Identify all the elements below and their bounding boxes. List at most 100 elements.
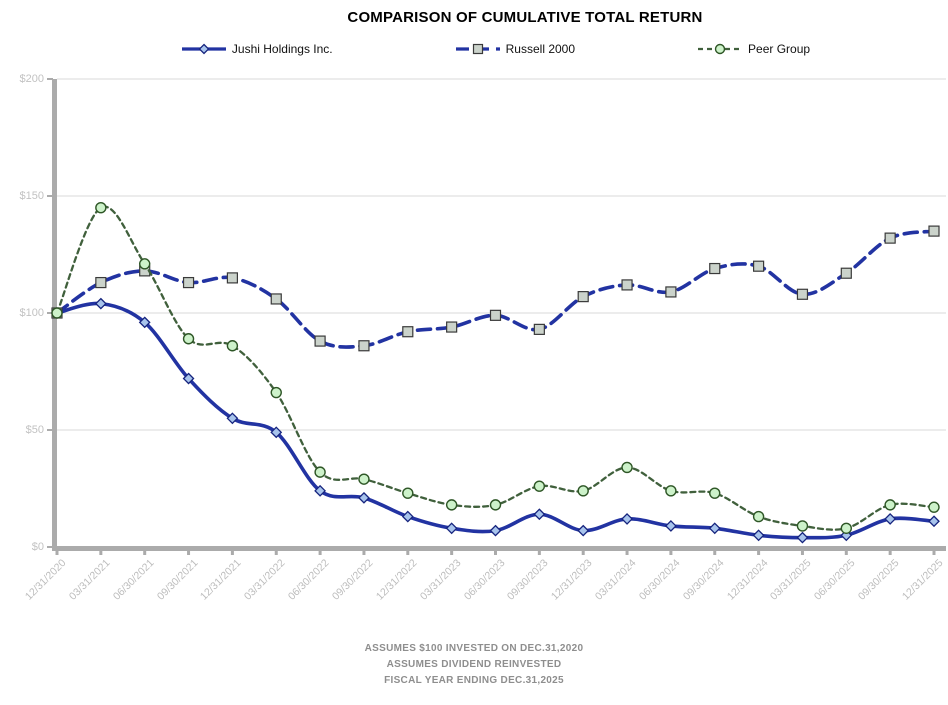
- diamond-marker: [445, 522, 458, 535]
- square-marker: [709, 262, 721, 275]
- circle-marker: [928, 501, 940, 513]
- diamond-marker: [621, 513, 633, 525]
- x-tick: [537, 551, 541, 555]
- x-tick: [581, 551, 585, 555]
- x-tick: [55, 551, 59, 555]
- x-tick: [757, 551, 761, 555]
- square-marker: [752, 260, 765, 272]
- x-tick: [625, 551, 629, 555]
- diamond-marker: [226, 412, 239, 425]
- x-tick: [274, 551, 278, 555]
- square-marker: [226, 272, 238, 284]
- diamond-marker: [752, 529, 765, 542]
- circle-marker: [796, 520, 809, 532]
- legend-label-jushi: Jushi Holdings Inc.: [231, 42, 333, 56]
- diamond-marker: [94, 297, 107, 310]
- square-marker: [577, 291, 589, 303]
- x-tick: [362, 551, 366, 555]
- x-tick: [230, 551, 234, 555]
- footnote-line-2: ASSUMES DIVIDEND REINVESTED: [386, 659, 562, 670]
- diamond-marker: [884, 513, 897, 525]
- jushi-line-diamond-legend-icon: [181, 43, 226, 55]
- circle-marker: [138, 258, 151, 270]
- diamond-marker: [270, 426, 283, 439]
- diamond-marker: [928, 515, 940, 528]
- circle-marker: [665, 485, 677, 497]
- diamond-marker: [533, 508, 546, 521]
- x-tick: [318, 551, 322, 555]
- x-tick: [450, 551, 454, 555]
- x-tick: [406, 551, 410, 555]
- diamond-marker: [358, 491, 370, 504]
- circle-marker: [358, 473, 370, 485]
- circle-marker: [314, 466, 326, 478]
- legend-entry-jushi: Jushi Holdings Inc.: [181, 42, 333, 56]
- diamond-marker: [708, 522, 721, 535]
- circle-marker: [402, 487, 414, 499]
- square-marker: [621, 279, 633, 291]
- x-tick: [669, 551, 673, 555]
- square-marker: [446, 321, 458, 333]
- circle-marker: [577, 485, 589, 497]
- footnote-line-1: ASSUMES $100 INVESTED ON DEC.31,2020: [364, 643, 584, 654]
- circle-marker: [714, 43, 726, 55]
- legend-label-peer: Peer Group: [748, 42, 811, 56]
- square-marker: [182, 276, 195, 289]
- y-tick: [47, 312, 53, 314]
- square-marker: [472, 43, 483, 55]
- diamond-marker: [198, 43, 210, 55]
- square-marker: [270, 293, 282, 305]
- diamond-marker: [314, 484, 327, 497]
- y-tick: [47, 546, 53, 548]
- y-tick: [47, 429, 53, 431]
- y-tick-label: $200: [19, 73, 44, 85]
- chart-title: COMPARISON OF CUMULATIVE TOTAL RETURN: [347, 9, 703, 26]
- square-marker: [533, 323, 545, 335]
- circle-marker: [884, 499, 896, 511]
- footnote-line-3: FISCAL YEAR ENDING DEC.31,2025: [384, 675, 564, 686]
- square-marker: [489, 309, 502, 321]
- circle-marker: [51, 307, 63, 319]
- y-tick-label: $100: [19, 307, 44, 319]
- y-tick: [47, 78, 53, 80]
- chart-legend: Jushi Holdings Inc. Russell 2000 Peer Gr…: [57, 42, 934, 56]
- legend-entry-peer: Peer Group: [697, 42, 810, 56]
- square-marker: [358, 340, 370, 352]
- diamond-marker: [182, 372, 195, 385]
- x-tick: [713, 551, 717, 555]
- y-tick: [47, 195, 53, 197]
- chart-footnote: ASSUMES $100 INVESTED ON DEC.31,2020 ASS…: [0, 641, 948, 689]
- circle-marker: [489, 499, 502, 511]
- x-tick: [844, 551, 848, 555]
- x-tick: [494, 551, 497, 555]
- legend-label-russell: Russell 2000: [505, 42, 576, 56]
- circle-marker: [752, 510, 765, 523]
- circle-marker: [709, 487, 721, 499]
- diamond-marker: [401, 510, 414, 523]
- square-marker: [840, 267, 852, 279]
- circle-marker: [533, 480, 546, 492]
- x-tick: [99, 551, 103, 555]
- square-marker: [314, 335, 326, 347]
- square-marker: [665, 286, 677, 298]
- square-marker: [884, 232, 896, 244]
- circle-marker: [226, 340, 239, 352]
- diamond-marker: [489, 524, 502, 537]
- legend-entry-russell: Russell 2000: [455, 42, 575, 56]
- series-line-peer: [55, 205, 936, 531]
- circle-marker: [182, 333, 195, 345]
- diamond-marker: [138, 316, 151, 329]
- square-marker: [95, 276, 107, 289]
- russell-dash-square-legend-icon: [455, 43, 500, 55]
- y-tick-label: $0: [31, 541, 44, 553]
- square-marker: [402, 326, 414, 338]
- circle-marker: [840, 522, 852, 534]
- circle-marker: [95, 201, 107, 214]
- peer-dash-circle-legend-icon: [698, 43, 743, 55]
- circle-marker: [270, 386, 282, 399]
- square-marker: [796, 288, 809, 300]
- y-tick-label: $150: [19, 190, 44, 202]
- y-tick-label: $50: [25, 424, 44, 436]
- x-tick: [888, 551, 892, 555]
